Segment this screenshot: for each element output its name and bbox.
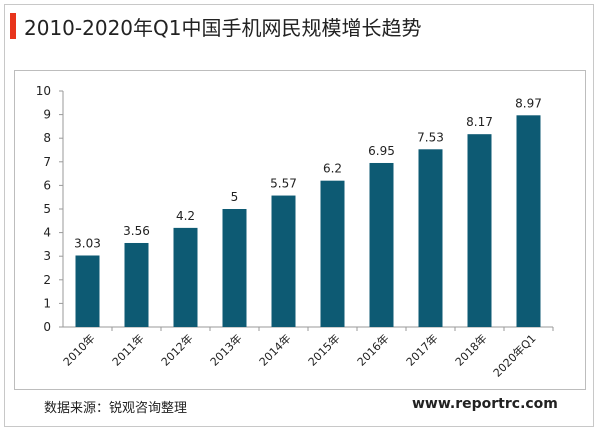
page-title: 2010-2020年Q1中国手机网民规模增长趋势	[24, 16, 422, 40]
bar-value-label: 6.2	[323, 162, 342, 176]
y-tick-label: 6	[43, 178, 51, 192]
x-category-label: 2015年	[305, 331, 342, 368]
x-category-label: 2012年	[158, 331, 195, 368]
bar-value-label: 7.53	[417, 130, 444, 144]
bar	[418, 149, 443, 327]
bar-value-label: 5	[231, 190, 239, 204]
x-category-label: 2018年	[452, 331, 489, 368]
title-accent-bar	[10, 13, 16, 39]
x-category-label: 2014年	[256, 331, 293, 368]
bar	[271, 195, 296, 327]
bar-value-label: 8.97	[515, 96, 542, 110]
y-tick-label: 3	[43, 249, 51, 263]
y-tick-label: 2	[43, 273, 51, 287]
bar-value-label: 3.56	[123, 224, 150, 238]
bar	[320, 180, 345, 327]
x-category-label: 2016年	[354, 331, 391, 368]
x-category-label: 2017年	[403, 331, 440, 368]
bar	[369, 162, 394, 327]
bar-value-label: 4.2	[176, 209, 195, 223]
bar	[516, 115, 541, 327]
bar	[222, 209, 247, 327]
data-source-note: 数据来源：锐观咨询整理	[44, 401, 188, 416]
x-category-label: 2020年Q1	[490, 331, 539, 380]
bar	[467, 134, 492, 327]
y-tick-label: 7	[43, 155, 51, 169]
website-url: www.reportrc.com	[412, 396, 558, 412]
y-tick-label: 10	[36, 84, 51, 98]
bar-value-label: 8.17	[466, 115, 493, 129]
bar-value-label: 5.57	[270, 177, 297, 191]
bar	[173, 227, 198, 327]
chart-frame	[4, 4, 594, 427]
y-tick-label: 5	[43, 202, 51, 216]
y-tick-label: 4	[43, 226, 51, 240]
y-tick-label: 1	[43, 296, 51, 310]
x-category-label: 2011年	[109, 331, 146, 368]
bar	[75, 255, 100, 327]
y-tick-label: 9	[43, 108, 51, 122]
y-tick-label: 0	[43, 320, 51, 334]
plot-area-border	[14, 70, 586, 390]
x-category-label: 2013年	[207, 331, 244, 368]
bar	[124, 242, 149, 327]
y-tick-label: 8	[43, 131, 51, 145]
bar-value-label: 3.03	[74, 236, 101, 250]
bar-value-label: 6.95	[368, 144, 395, 158]
x-category-label: 2010年	[60, 331, 97, 368]
bar-chart: 0 1 2 3 4 5 6 7 8 9 10 3.03 2010年 3.56 2011年 4.2 2012年 5 2…	[36, 84, 554, 380]
